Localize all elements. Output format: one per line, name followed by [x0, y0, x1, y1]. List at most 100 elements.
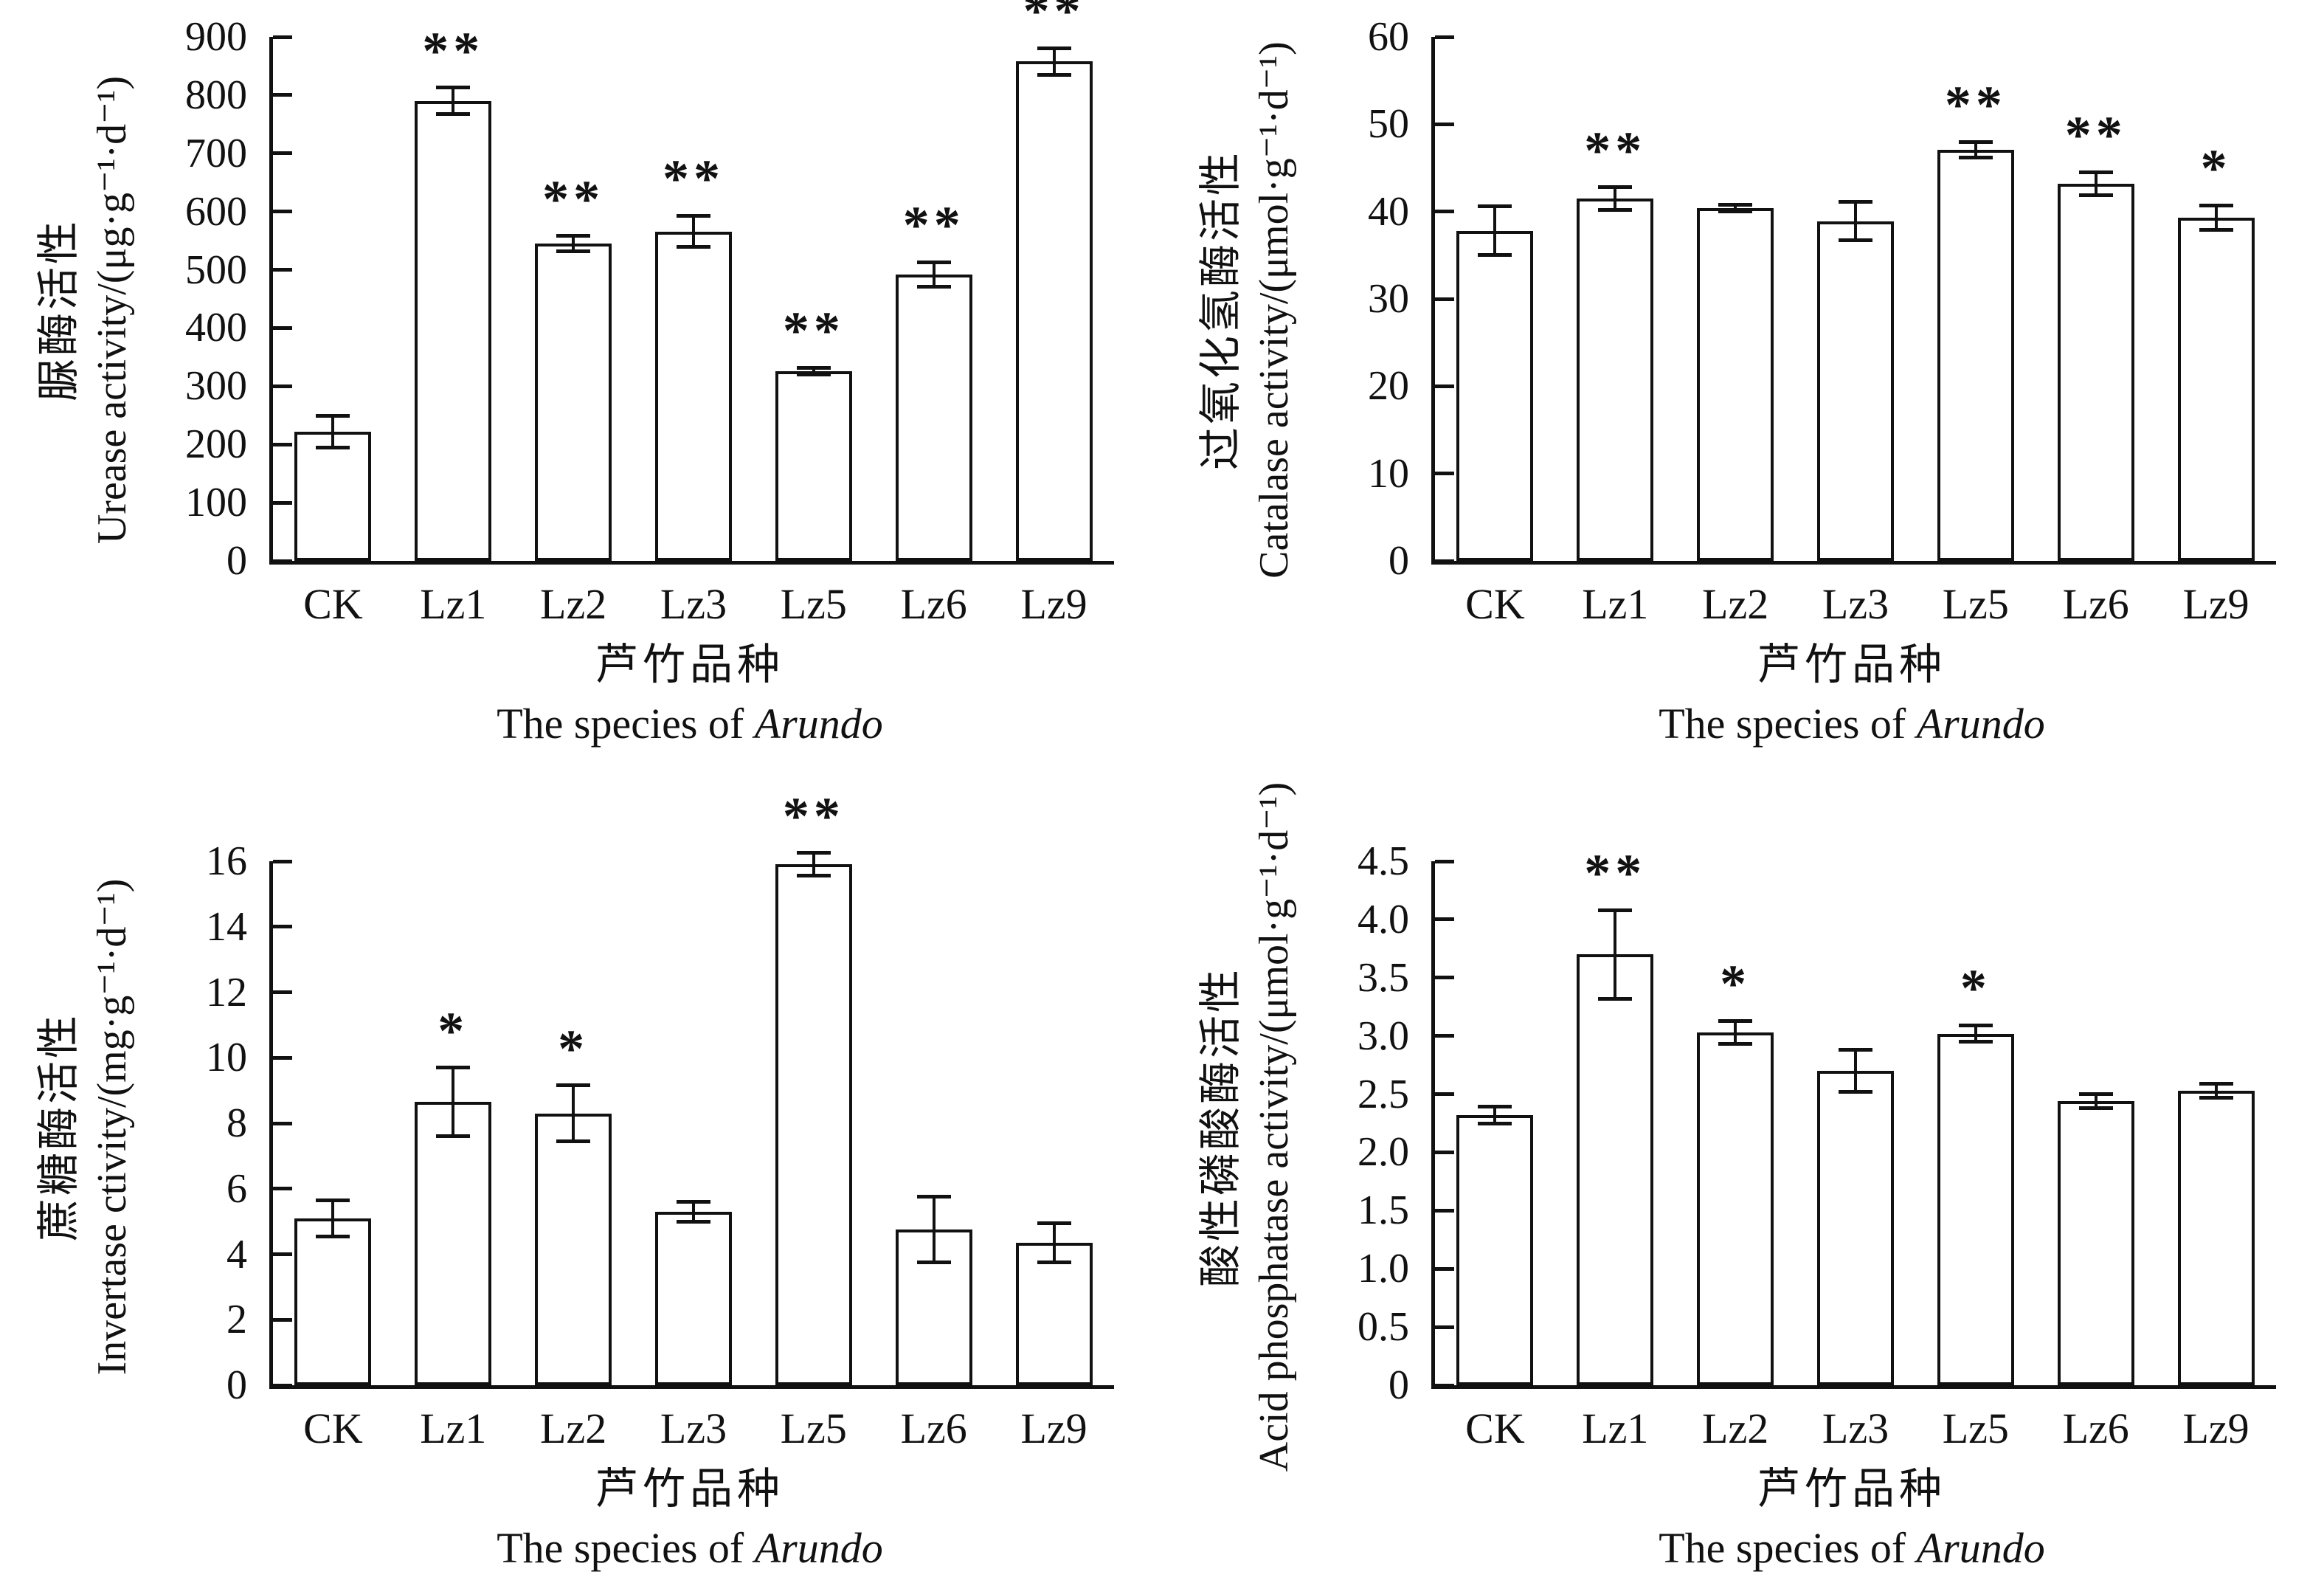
x-tick-label: Lz5	[1942, 580, 2009, 628]
error-bar-cap-top	[316, 1198, 350, 1202]
error-bar-cap-top	[2199, 203, 2233, 207]
error-bar-cap-bottom	[556, 1139, 591, 1143]
error-bar-cap-bottom	[436, 1134, 471, 1139]
y-tick-mark	[1435, 35, 1454, 39]
x-axis-title-en-italic: Arundo	[754, 700, 883, 748]
y-tick-label: 900	[185, 14, 247, 60]
error-bar-line	[1052, 48, 1056, 75]
y-tick-label: 4.0	[1358, 896, 1409, 942]
y-tick-mark	[1435, 559, 1454, 563]
x-tick-label: Lz9	[1020, 580, 1087, 628]
y-tick-label: 700	[185, 130, 247, 176]
catalase-chart-panel: 过氧化氢酶活性 Catalase activity/(μmol·g⁻¹·d⁻¹)…	[1162, 0, 2324, 791]
error-bar-cap-top	[1037, 46, 1071, 50]
y-tick-mark	[1435, 1383, 1454, 1387]
error-bar-line	[2094, 172, 2098, 196]
error-bar-cap-top	[677, 1200, 710, 1204]
error-bar-line	[2094, 1094, 2098, 1108]
error-bar-cap-top	[796, 365, 831, 370]
x-tick-label: CK	[1465, 1404, 1525, 1452]
y-tick-mark	[1435, 1092, 1454, 1097]
y-tick-mark	[1435, 1034, 1454, 1038]
significance-label: *	[558, 1018, 589, 1078]
urease-chart-panel: 脲酶活性 Urease activity/(μg·g⁻¹·d⁻¹) 0 100 20…	[0, 0, 1162, 791]
y-tick-mark	[273, 1055, 292, 1060]
y-tick-label: 500	[185, 246, 247, 293]
bar-ck	[294, 1218, 372, 1385]
y-tick-label: 10	[1368, 450, 1409, 497]
error-bar-line	[1614, 910, 1617, 999]
y-axis-title-en: Acid phosphatase activity/(μmol·g⁻¹·d⁻¹)	[1251, 782, 1297, 1472]
y-tick-label: 6	[226, 1165, 247, 1212]
error-bar-line	[1974, 142, 1977, 158]
y-tick-label: 60	[1368, 14, 1409, 60]
y-tick-mark	[273, 559, 292, 563]
significance-label: **	[2064, 106, 2127, 165]
x-tick-label: Lz3	[660, 580, 727, 628]
plot-area: 0 10 20 30 40 50 60 CK ** Lz1 Lz2 Lz3 ** Lz5 ** Lz6 * Lz9	[1368, 16, 2276, 626]
y-tick-mark	[273, 500, 292, 505]
x-tick-label: Lz2	[1702, 1404, 1769, 1452]
error-bar-cap-top	[1839, 1048, 1872, 1052]
error-bar-cap-top	[1598, 908, 1633, 912]
significance-label: **	[1944, 75, 2007, 134]
x-axis-title-zh: 芦竹品种	[595, 1465, 784, 1513]
significance-label: **	[782, 301, 845, 361]
bar-lz9	[2177, 1090, 2255, 1385]
error-bar-cap-bottom	[1958, 1040, 1993, 1044]
error-bar-cap-bottom	[1598, 207, 1633, 212]
x-tick-label: CK	[1465, 580, 1525, 628]
x-tick-label: CK	[303, 580, 363, 628]
significance-label: **	[902, 196, 965, 255]
significance-label: **	[1023, 0, 1085, 41]
y-tick-mark	[1435, 976, 1454, 980]
bar-lz5	[775, 370, 852, 561]
y-tick-mark	[273, 1121, 292, 1125]
x-tick-label: Lz2	[540, 1404, 607, 1452]
x-axis-title-en-italic: Arundo	[754, 1524, 883, 1572]
bar-lz5	[775, 864, 852, 1385]
x-tick-label: Lz5	[1942, 1404, 2009, 1452]
bar-lz6	[2057, 183, 2134, 561]
significance-label: **	[1584, 120, 1647, 180]
error-bar-cap-bottom	[1478, 253, 1512, 258]
x-axis-title-en-prefix: The species of	[497, 1524, 755, 1572]
bar-lz6	[2057, 1101, 2134, 1385]
y-tick-label: 50	[1368, 101, 1409, 148]
error-bar-cap-top	[1598, 185, 1633, 190]
y-tick-label: 30	[1368, 276, 1409, 322]
error-bar-line	[1614, 187, 1617, 210]
y-tick-label: 8	[226, 1100, 247, 1146]
y-tick-mark	[273, 1317, 292, 1322]
bar-lz1	[1577, 198, 1654, 561]
x-tick-label: Lz3	[1822, 1404, 1889, 1452]
x-tick-label: Lz9	[1020, 1404, 1087, 1452]
y-tick-mark	[1435, 1266, 1454, 1271]
y-tick-label: 40	[1368, 188, 1409, 235]
y-tick-mark	[1435, 1150, 1454, 1154]
error-bar-cap-bottom	[1718, 210, 1753, 214]
bar-lz1	[415, 1102, 492, 1385]
x-tick-label: Lz1	[1582, 580, 1649, 628]
error-bar-cap-bottom	[2199, 228, 2233, 232]
x-tick-label: Lz1	[420, 1404, 487, 1452]
x-axis-title-en-prefix: The species of	[497, 700, 755, 748]
x-tick-label: Lz1	[1582, 1404, 1649, 1452]
error-bar-cap-bottom	[1478, 1121, 1512, 1125]
y-tick-mark	[1435, 384, 1454, 388]
y-tick-mark	[273, 384, 292, 388]
y-tick-mark	[273, 1383, 292, 1387]
error-bar-line	[1974, 1025, 1977, 1042]
error-bar-cap-top	[796, 851, 831, 855]
y-tick-label: 3.0	[1358, 1013, 1409, 1059]
y-tick-label: 0	[1388, 1362, 1409, 1408]
error-bar-line	[572, 235, 575, 252]
error-bar-cap-top	[1958, 139, 1993, 144]
error-bar-line	[452, 87, 455, 114]
y-tick-label: 400	[185, 305, 247, 351]
y-tick-label: 4.5	[1358, 838, 1409, 884]
error-bar-cap-top	[556, 234, 591, 238]
bar-lz3	[1817, 221, 1894, 561]
bar-lz1	[415, 100, 492, 561]
y-tick-label: 1.5	[1358, 1187, 1409, 1234]
